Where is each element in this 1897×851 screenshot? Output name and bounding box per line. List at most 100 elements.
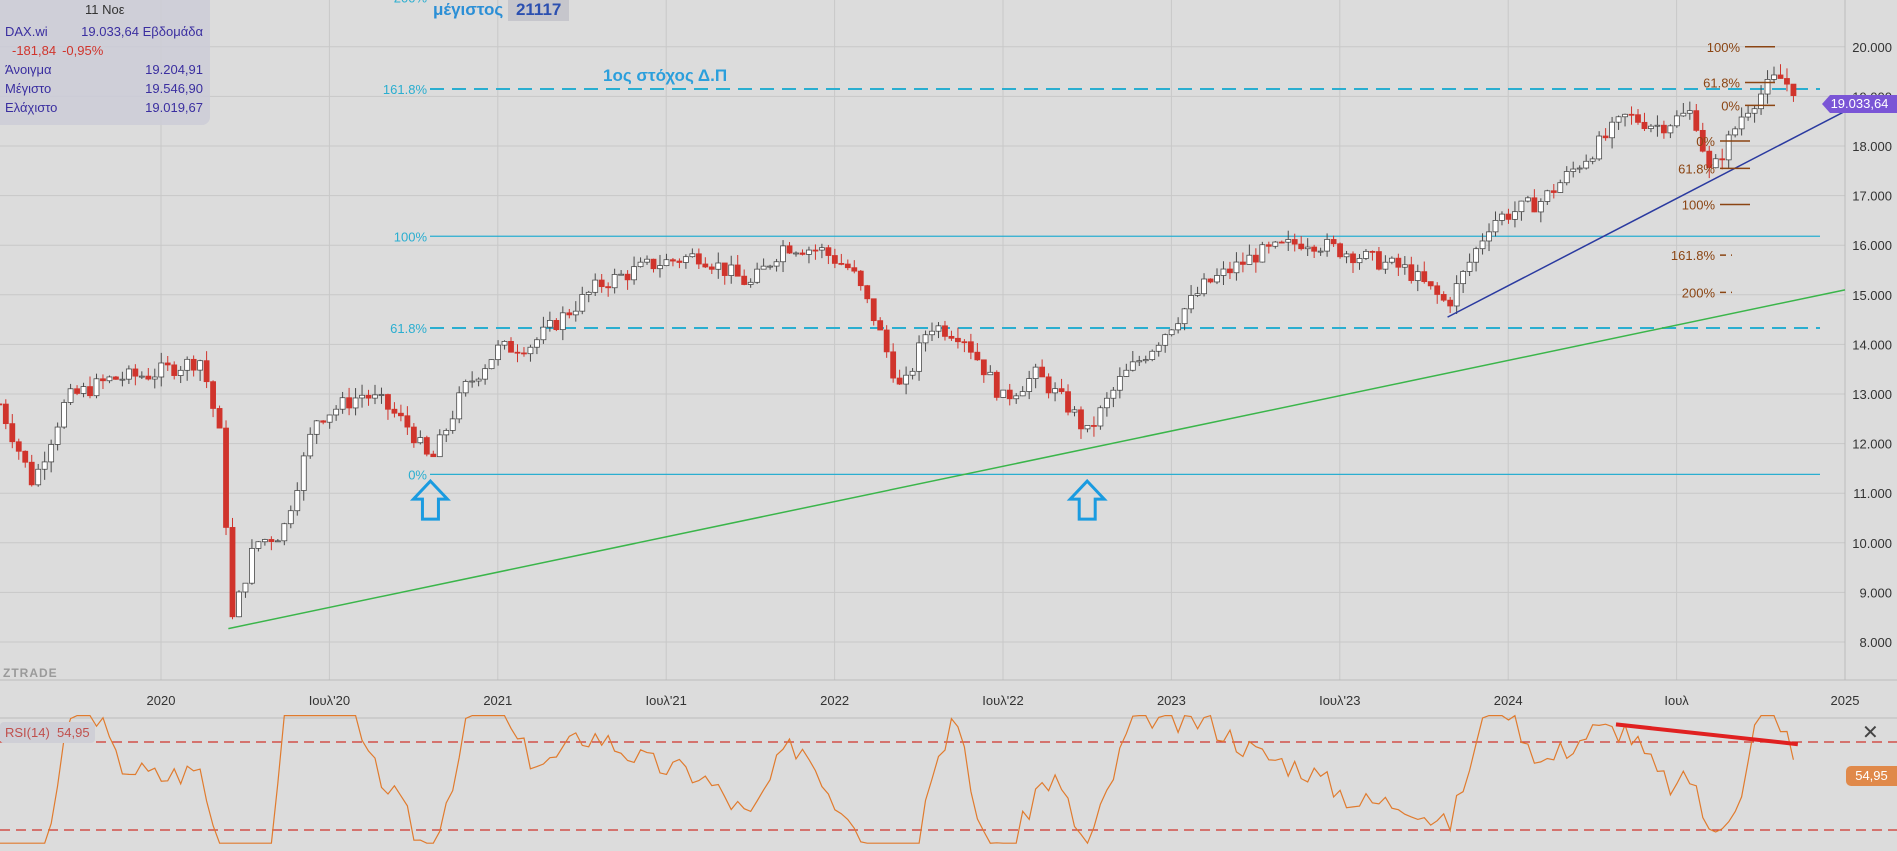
candle-body bbox=[728, 264, 735, 276]
rsi-divergence-line bbox=[1615, 722, 1799, 747]
candle-body bbox=[1382, 261, 1389, 270]
candle-body bbox=[404, 415, 411, 428]
candle-body bbox=[870, 298, 877, 322]
candle-body bbox=[1188, 295, 1194, 310]
candle-body bbox=[229, 527, 236, 618]
candle-body bbox=[955, 337, 961, 343]
candle-body bbox=[676, 260, 683, 263]
candle-body bbox=[909, 370, 916, 376]
candle-body bbox=[1434, 285, 1441, 295]
candle-body bbox=[695, 253, 702, 265]
candle-body bbox=[1311, 246, 1318, 252]
candle-body bbox=[488, 359, 495, 370]
candle-body bbox=[922, 334, 929, 344]
info-row-high: Μέγιστο 19.546,90 bbox=[5, 81, 203, 96]
candle-body bbox=[838, 262, 845, 265]
candle-body bbox=[1421, 271, 1428, 283]
y-tick-label: 10.000 bbox=[1852, 536, 1892, 551]
candle-body bbox=[754, 268, 761, 283]
candle-body bbox=[553, 320, 560, 331]
candle-body bbox=[1641, 121, 1648, 129]
x-tick-label: 2020 bbox=[147, 693, 176, 708]
candle-body bbox=[80, 386, 87, 394]
candle-body bbox=[1544, 190, 1551, 202]
candle-body bbox=[1447, 299, 1454, 307]
candle-body bbox=[378, 394, 385, 396]
candle-body bbox=[1680, 112, 1687, 117]
candle-body bbox=[799, 252, 806, 255]
info-date: 11 Νοε bbox=[85, 2, 125, 17]
candle-body bbox=[760, 265, 767, 270]
candle-body bbox=[1337, 243, 1343, 258]
info-row-low: Ελάχιστο 19.019,67 bbox=[5, 100, 203, 115]
fib-level-label: 61.8% bbox=[390, 321, 427, 336]
candle-body bbox=[1550, 190, 1557, 193]
candle-body bbox=[1602, 135, 1609, 139]
candle-body bbox=[942, 325, 948, 337]
candle-body bbox=[773, 261, 780, 267]
candle-body bbox=[598, 279, 605, 288]
candle-body bbox=[1201, 278, 1207, 295]
x-tick-label: Ιουλ'23 bbox=[1319, 693, 1360, 708]
candle-body bbox=[708, 266, 715, 270]
candle-body bbox=[1078, 409, 1084, 430]
candle-body bbox=[1648, 125, 1654, 129]
candle-body bbox=[164, 362, 171, 366]
rsi-label[interactable]: RSI(14) 54,95 bbox=[0, 722, 95, 743]
candle-body bbox=[566, 312, 573, 316]
candle-body bbox=[1719, 158, 1726, 161]
candle-body bbox=[320, 420, 327, 423]
candle-body bbox=[948, 335, 955, 339]
candle-body bbox=[1240, 261, 1246, 265]
close-icon[interactable]: ✕ bbox=[1862, 722, 1879, 744]
y-tick-label: 13.000 bbox=[1852, 387, 1892, 402]
y-tick-label: 15.000 bbox=[1852, 288, 1892, 303]
candle-body bbox=[326, 414, 333, 423]
candle-body bbox=[916, 342, 922, 372]
candle-body bbox=[1453, 283, 1460, 307]
target-annotation: 1ος στόχος Δ.Π bbox=[603, 66, 728, 85]
candle-body bbox=[1479, 240, 1486, 250]
candle-body bbox=[1401, 264, 1408, 268]
candle-body bbox=[1032, 366, 1039, 379]
candle-body bbox=[1220, 268, 1227, 276]
y-tick-label: 12.000 bbox=[1852, 437, 1892, 452]
candle-body bbox=[1369, 250, 1376, 253]
candle-body bbox=[1110, 389, 1117, 399]
candle-body bbox=[1673, 115, 1680, 127]
candle-body bbox=[890, 351, 897, 379]
candle-body bbox=[261, 539, 268, 543]
candle-body bbox=[1168, 329, 1175, 336]
candle-body bbox=[1265, 244, 1272, 247]
candle-body bbox=[618, 273, 625, 276]
candle-body bbox=[1609, 121, 1615, 139]
candle-body bbox=[456, 392, 463, 420]
candle-body bbox=[534, 339, 540, 348]
candle-body bbox=[339, 397, 346, 410]
candle-body bbox=[22, 450, 29, 463]
candle-body bbox=[1233, 261, 1240, 274]
candle-body bbox=[903, 374, 910, 385]
candle-body bbox=[398, 412, 404, 417]
candle-body bbox=[1091, 425, 1097, 427]
candle-body bbox=[1790, 83, 1797, 96]
candle-body bbox=[1259, 244, 1266, 263]
candle-body bbox=[819, 247, 825, 251]
candle-body bbox=[100, 378, 106, 382]
candle-body bbox=[1071, 409, 1078, 413]
candle-body bbox=[1654, 124, 1661, 127]
candle-body bbox=[158, 362, 165, 378]
y-tick-label: 17.000 bbox=[1852, 189, 1892, 204]
candle-body bbox=[1563, 171, 1570, 184]
candle-body bbox=[1771, 74, 1777, 80]
candle-body bbox=[1052, 388, 1058, 394]
candle-body bbox=[1291, 239, 1298, 245]
candle-body bbox=[1214, 275, 1220, 283]
candle-body bbox=[993, 371, 1000, 398]
candle-body bbox=[255, 541, 262, 549]
rsi-value-tag: 54,95 bbox=[1846, 766, 1897, 786]
candle-body bbox=[1376, 251, 1382, 270]
max-value: 21117 bbox=[507, 0, 570, 21]
candle-body bbox=[145, 375, 152, 380]
